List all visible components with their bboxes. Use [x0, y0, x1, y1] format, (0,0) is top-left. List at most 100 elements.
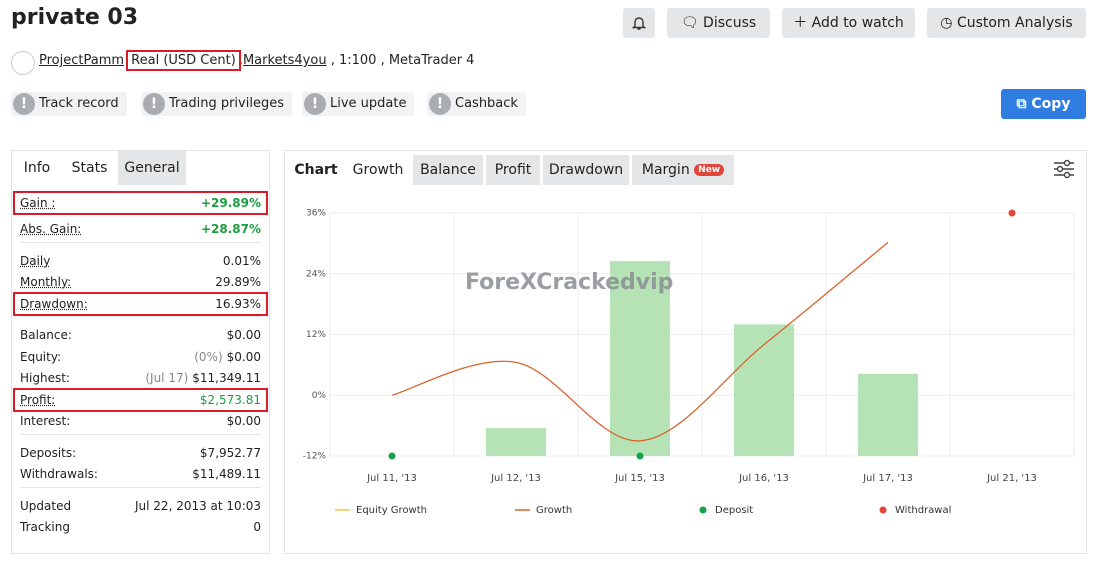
- stat-value: Jul 22, 2013 at 10:03: [135, 496, 261, 516]
- stat-value-text: Jul 22, 2013 at 10:03: [135, 498, 261, 513]
- title: private 03: [11, 5, 139, 30]
- bar: [858, 373, 918, 456]
- stat-value-text: $11,349.11: [192, 371, 261, 385]
- stat-value: $2,573.81: [200, 390, 261, 410]
- badge-label: Live update: [330, 96, 407, 111]
- stat-label: Interest:: [20, 414, 71, 428]
- stat-row: Interest: $0.00: [20, 411, 261, 431]
- legend-label: Deposit: [715, 505, 753, 516]
- stat-row: Withdrawals: $11,489.11: [20, 464, 261, 484]
- stat-label: Monthly:: [20, 275, 72, 289]
- x-tick-label: Jul 11, '13: [366, 473, 417, 484]
- stat-label: Profit:: [20, 392, 56, 407]
- settings-icon[interactable]: [1053, 159, 1075, 179]
- analysis-button[interactable]: ◷ Custom Analysis: [927, 8, 1086, 38]
- button-label: Add to watch: [811, 15, 904, 31]
- stat-row: Tracking 0: [20, 517, 261, 537]
- stat-value-text: 0.01%: [222, 253, 261, 268]
- tab[interactable]: Profit: [486, 155, 540, 185]
- badge[interactable]: ! Trading privileges: [141, 92, 292, 116]
- stat-value: 0: [253, 517, 261, 537]
- chart-panel: Chart Growth Balance Profit Drawdown Mar…: [284, 150, 1087, 554]
- stat-value: $11,489.11: [192, 464, 261, 484]
- dot: [388, 452, 396, 460]
- tab[interactable]: Margin New: [632, 155, 734, 185]
- tab[interactable]: Stats: [71, 160, 108, 176]
- stat-label: Tracking: [20, 520, 70, 534]
- stat-label: Deposits:: [20, 445, 77, 460]
- x-tick-label: Jul 16, '13: [738, 473, 789, 484]
- stat-label: Highest:: [20, 371, 70, 385]
- stat-value: (0%) $0.00: [194, 347, 261, 367]
- badge[interactable]: ! Track record: [11, 92, 127, 116]
- stat-label: Equity:: [20, 349, 62, 364]
- watch-button[interactable]: ＋ Add to watch: [782, 8, 915, 38]
- tab[interactable]: Drawdown: [543, 155, 629, 185]
- stats-panel: Info Stats General Gain : +29.89% Abs. Gai…: [11, 150, 270, 554]
- tab[interactable]: Growth: [352, 162, 404, 178]
- stat-value: 16.93%: [215, 294, 261, 314]
- y-tick-label: 0%: [312, 391, 327, 401]
- stat-label: Updated: [20, 498, 72, 513]
- account-details: , 1:100 , MetaTrader 4: [330, 53, 475, 68]
- owner-link[interactable]: ProjectPamm: [39, 53, 125, 68]
- copy-button[interactable]: ⧉ Copy: [1001, 89, 1086, 119]
- x-tick-label: Jul 12, '13: [490, 473, 541, 484]
- legend-label: Growth: [536, 505, 572, 516]
- y-tick-label: -12%: [303, 452, 327, 462]
- stat-row: Balance: $0.00: [20, 325, 261, 345]
- tab[interactable]: General: [118, 151, 186, 185]
- stat-value-text: $0.00: [226, 414, 261, 428]
- badge[interactable]: ! Cashback: [427, 92, 526, 116]
- avatar: [11, 51, 35, 75]
- badge-label: Trading privileges: [169, 96, 284, 111]
- account-line: ProjectPamm Real (USD Cent) ,Markets4you …: [39, 50, 475, 71]
- stat-row: Gain : +29.89%: [13, 191, 268, 215]
- legend-swatch: [879, 506, 887, 514]
- dot: [636, 452, 644, 460]
- separator: [20, 486, 261, 488]
- stat-row: Equity: (0%) $0.00: [20, 347, 261, 367]
- stat-label: Daily: [20, 253, 51, 268]
- stat-label: Abs. Gain:: [20, 222, 82, 236]
- stat-value: $0.00: [227, 325, 261, 345]
- stat-value: 29.89%: [215, 272, 261, 292]
- stat-note: (Jul 17): [145, 371, 189, 385]
- stat-value: $0.00: [227, 411, 261, 431]
- bar: [486, 428, 546, 456]
- x-tick-label: Jul 17, '13: [862, 473, 913, 484]
- highlight-box: [13, 291, 268, 316]
- stat-value-text: 0: [253, 520, 261, 534]
- chart-title: Chart: [294, 162, 338, 178]
- badge[interactable]: ! Live update: [302, 92, 415, 116]
- stat-value-text: $7,952.77: [199, 445, 261, 460]
- stat-label: Gain :: [20, 196, 56, 210]
- discuss-button[interactable]: 🗨 Discuss: [667, 8, 770, 38]
- stat-row: Updated Jul 22, 2013 at 10:03: [20, 496, 261, 516]
- stat-label: Balance:: [20, 328, 72, 342]
- stat-row: Highest: (Jul 17) $11,349.11: [20, 368, 261, 388]
- badge-label: Cashback: [455, 96, 518, 111]
- tab-label: Margin: [641, 162, 690, 178]
- stat-note: (0%): [194, 349, 223, 364]
- button-label: Discuss: [703, 15, 757, 31]
- stat-row: Profit: $2,573.81: [13, 387, 268, 412]
- account-type-text: Real (USD Cent): [131, 53, 236, 68]
- broker-link[interactable]: Markets4you: [242, 53, 327, 68]
- x-tick-label: Jul 15, '13: [614, 473, 665, 484]
- stat-label: Withdrawals:: [20, 467, 98, 481]
- stat-row: Abs. Gain: +28.87%: [20, 219, 261, 239]
- bar: [734, 324, 794, 456]
- separator: [20, 433, 261, 435]
- tab[interactable]: Info: [23, 160, 51, 176]
- dot: [1008, 209, 1016, 217]
- stat-value-text: $2,573.81: [199, 392, 261, 407]
- bell-button[interactable]: [623, 8, 655, 38]
- stat-value-text: $0.00: [226, 349, 261, 364]
- stat-row: Drawdown: 16.93%: [13, 291, 268, 316]
- tab[interactable]: Balance: [413, 155, 483, 185]
- highlight-box: [13, 387, 268, 412]
- separator: [20, 316, 261, 317]
